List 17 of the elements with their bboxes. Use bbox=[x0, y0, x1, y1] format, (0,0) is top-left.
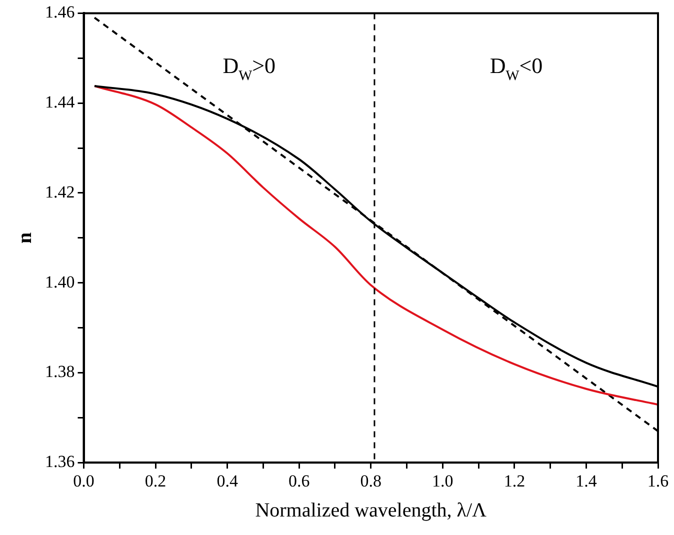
x-tick-label: 0.4 bbox=[216, 471, 238, 490]
y-tick-label: 1.36 bbox=[45, 452, 75, 472]
y-axis-title: n bbox=[14, 232, 36, 244]
y-tick-label: 1.46 bbox=[45, 2, 75, 22]
x-tick-label: 1.4 bbox=[576, 471, 598, 490]
x-tick-label: 1.2 bbox=[504, 471, 526, 490]
y-tick-label: 1.44 bbox=[45, 92, 76, 112]
x-tick-label: 0.2 bbox=[144, 471, 166, 490]
x-tick-label: 1.6 bbox=[647, 471, 669, 490]
x-tick-label: 0.8 bbox=[360, 471, 382, 490]
y-tick-label: 1.40 bbox=[45, 272, 75, 292]
y-tick-label: 1.38 bbox=[45, 362, 75, 382]
x-tick-label: 0.0 bbox=[73, 471, 94, 490]
x-tick-label: 1.0 bbox=[432, 471, 454, 490]
y-tick-label: 1.42 bbox=[45, 182, 75, 202]
x-tick-label: 0.6 bbox=[288, 471, 310, 490]
x-axis-title: Normalized wavelength, λ/Λ bbox=[255, 499, 488, 522]
